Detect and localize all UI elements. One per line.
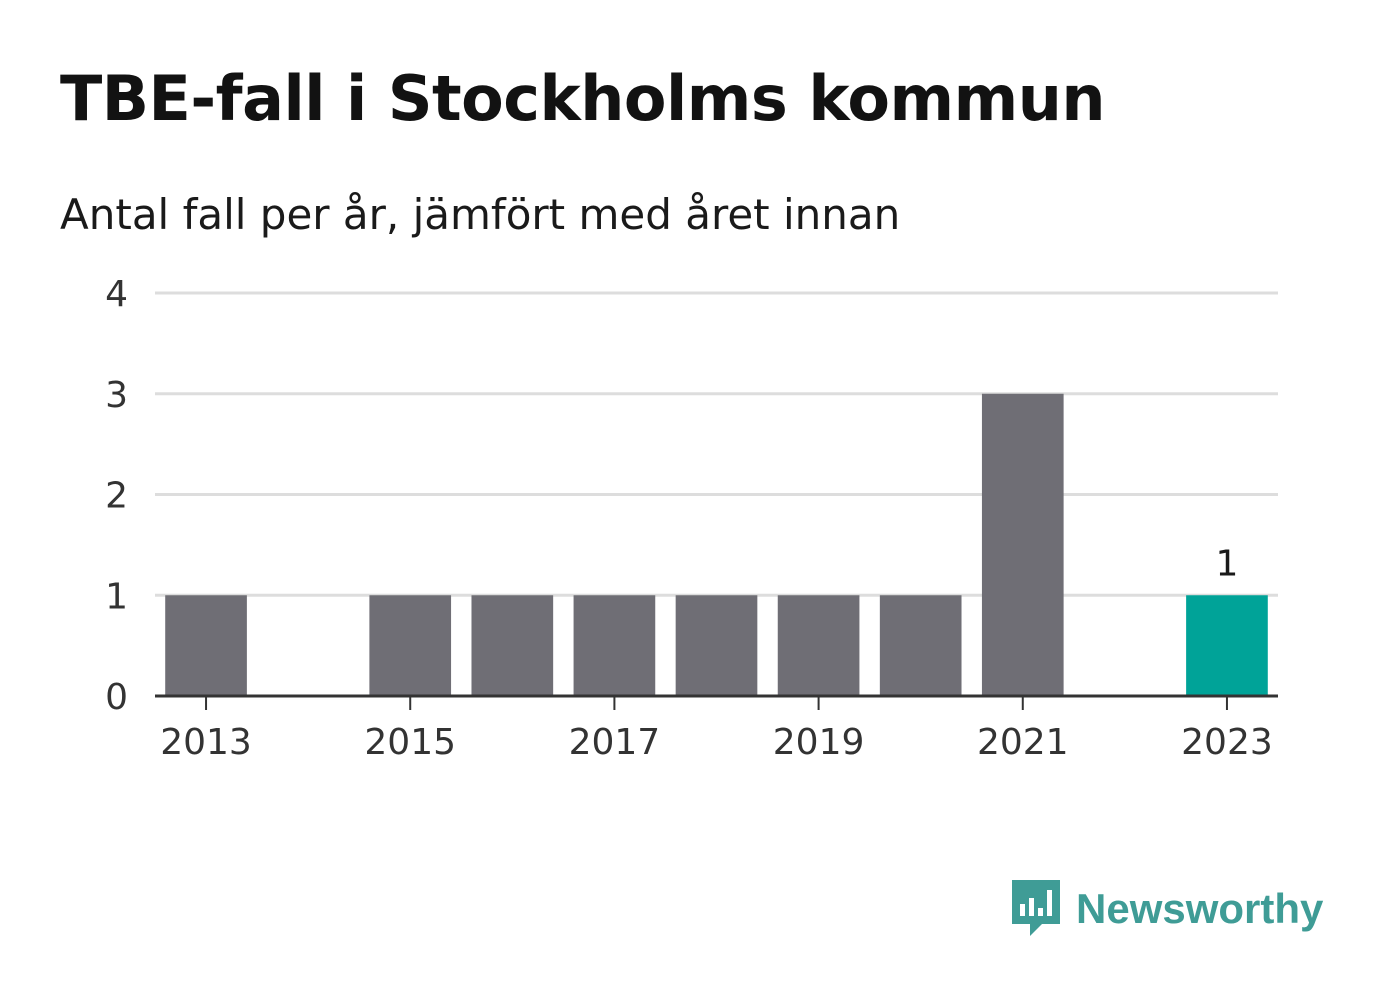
bar-2013 bbox=[165, 595, 247, 696]
bars bbox=[165, 393, 1268, 696]
data-label-2023: 1 bbox=[1216, 543, 1239, 584]
gridlines bbox=[155, 291, 1278, 597]
bar-2020 bbox=[879, 595, 962, 696]
chart-subtitle: Antal fall per år, jämfört med året inna… bbox=[60, 190, 901, 239]
bar-2018 bbox=[675, 595, 758, 696]
x-tick-label: 2023 bbox=[1181, 722, 1273, 763]
bar-2015 bbox=[369, 595, 452, 696]
y-tick-label: 2 bbox=[105, 476, 128, 517]
x-tick-label: 2017 bbox=[569, 722, 661, 763]
x-tick-label: 2021 bbox=[977, 722, 1069, 763]
x-tick-label: 2019 bbox=[773, 722, 865, 763]
brand-name: Newsworthy bbox=[1076, 885, 1324, 932]
x-tick-label: 2015 bbox=[364, 722, 456, 763]
data-labels: 1 bbox=[1216, 543, 1239, 584]
y-tick-label: 0 bbox=[105, 677, 128, 718]
bar-2016 bbox=[471, 595, 554, 696]
bar-2017 bbox=[573, 595, 656, 696]
y-tick-label: 1 bbox=[105, 576, 128, 617]
chart-title: TBE-fall i Stockholms kommun bbox=[60, 62, 1105, 135]
bar-2023 bbox=[1186, 595, 1268, 696]
bar-2019 bbox=[777, 595, 860, 696]
newsworthy-logo-icon bbox=[1012, 880, 1060, 936]
brand-logo: Newsworthy bbox=[1010, 878, 1323, 940]
x-axis-ticks: 2013 2015 2017 2019 2021 2023 bbox=[160, 696, 1273, 763]
y-tick-label: 4 bbox=[105, 274, 128, 315]
y-axis-ticks: 0 1 2 3 4 bbox=[105, 274, 128, 718]
bar-2021 bbox=[981, 393, 1064, 696]
y-tick-label: 3 bbox=[105, 375, 128, 416]
x-tick-label: 2013 bbox=[160, 722, 252, 763]
